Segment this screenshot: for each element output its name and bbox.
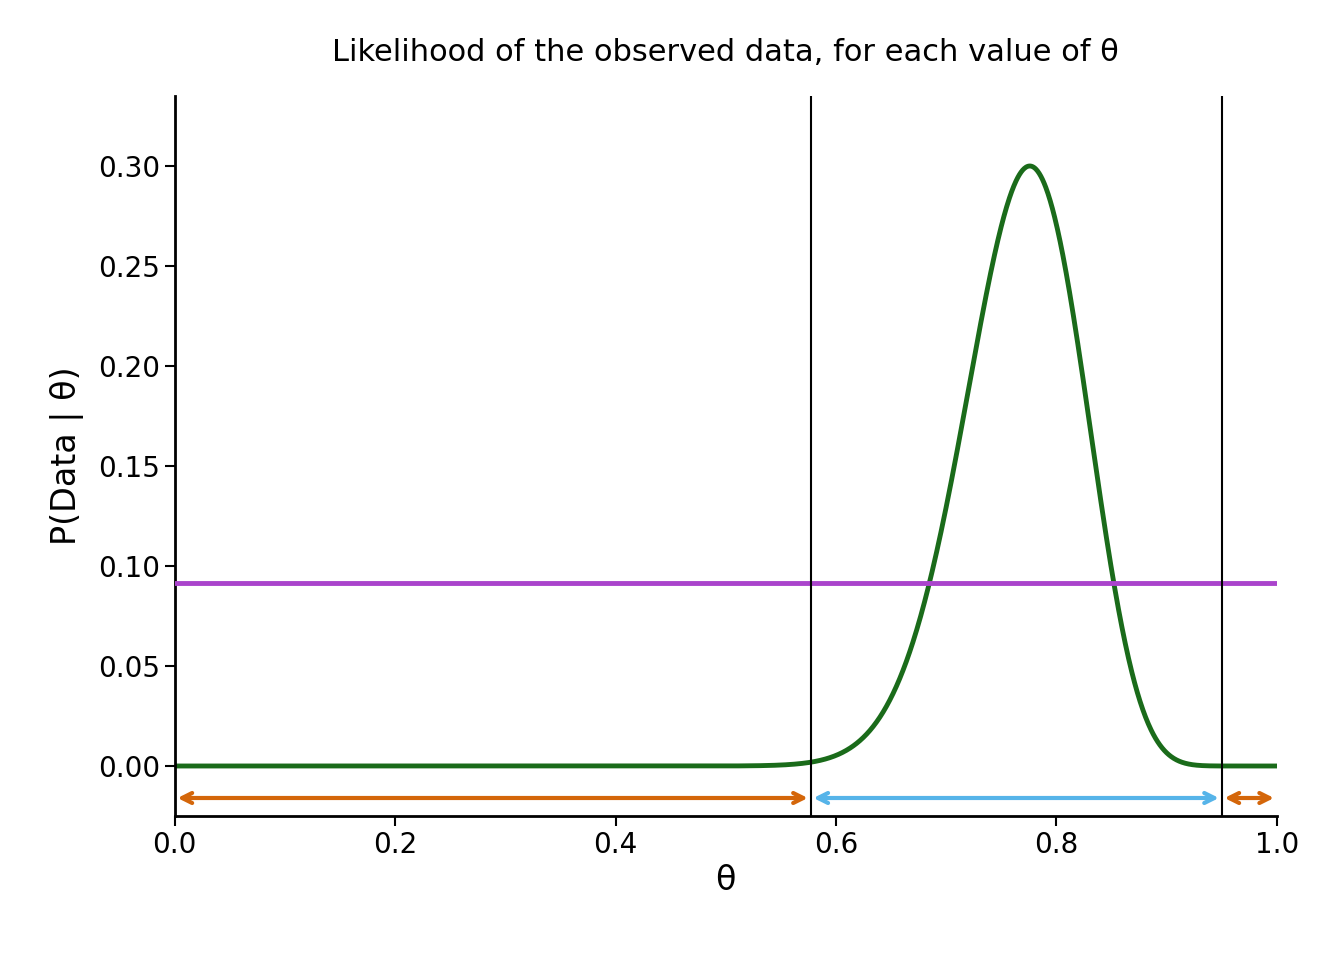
X-axis label: θ: θ (715, 864, 737, 898)
Title: Likelihood of the observed data, for each value of θ: Likelihood of the observed data, for eac… (332, 38, 1120, 67)
Y-axis label: P(Data | θ): P(Data | θ) (50, 367, 85, 545)
